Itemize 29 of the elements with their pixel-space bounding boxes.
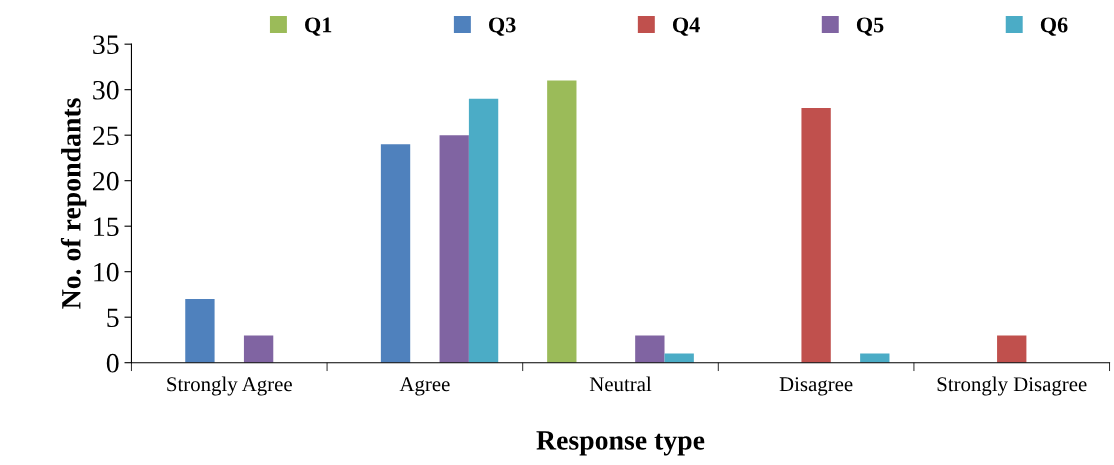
legend-label: Q4 (672, 17, 700, 36)
x-tick-label: Agree (399, 377, 450, 396)
x-axis-title: Response type (536, 431, 705, 456)
legend-label: Q1 (305, 17, 332, 36)
x-tick-label: Strongly Disagree (937, 376, 1087, 396)
x-tick-label: Neutral (589, 376, 652, 392)
bar (997, 335, 1027, 363)
x-tick-label: Disagree (779, 377, 853, 396)
bar (380, 144, 411, 363)
x-tick-label: Strongly Agree (167, 376, 292, 396)
legend-label: Q3 (489, 17, 516, 36)
bar (547, 80, 577, 363)
bar (468, 98, 499, 363)
y-tick-label: 20 (93, 171, 119, 191)
legend-label: Q5 (856, 17, 884, 36)
bar (801, 107, 831, 363)
y-tick-label: 15 (94, 217, 119, 237)
legend-label: Q6 (1040, 17, 1068, 36)
y-tick-label: 10 (94, 262, 119, 282)
bar (185, 299, 215, 363)
bar (439, 135, 469, 363)
y-axis-title: No. of repondants (60, 98, 87, 309)
y-tick-label: 5 (107, 308, 119, 328)
y-tick-label: 30 (93, 80, 119, 100)
y-tick-label: 0 (106, 353, 119, 373)
bar (635, 335, 665, 363)
y-tick-label: 25 (93, 126, 119, 146)
bar (243, 335, 274, 363)
y-tick-label: 35 (93, 35, 119, 55)
